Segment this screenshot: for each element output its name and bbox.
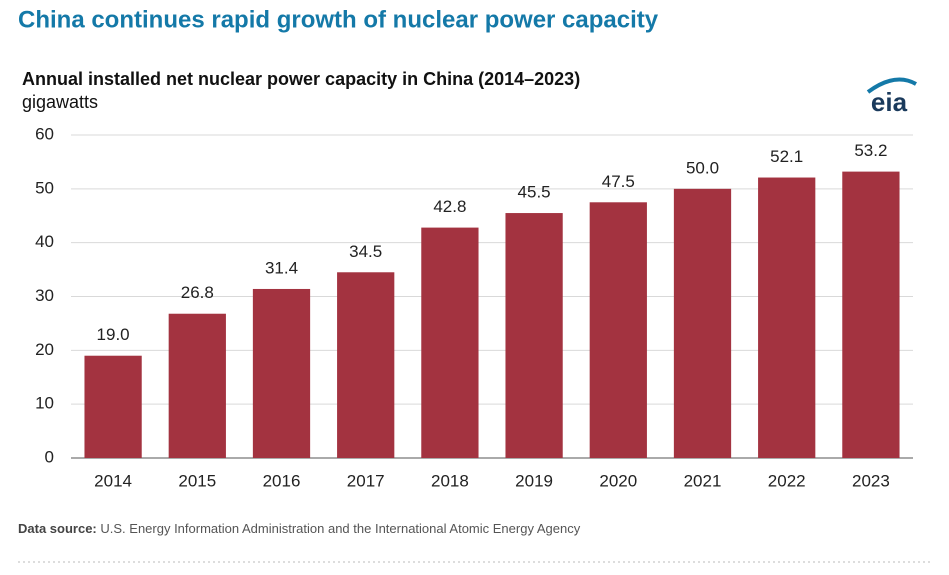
- y-tick-label: 40: [35, 232, 54, 251]
- y-tick-label: 50: [35, 178, 54, 197]
- bar: [252, 288, 311, 458]
- logo: eia: [871, 87, 908, 117]
- bar: [673, 188, 732, 459]
- x-tick-label: 2022: [768, 471, 806, 490]
- value-label: 47.5: [602, 172, 635, 191]
- y-tick-label: 10: [35, 394, 54, 413]
- x-tick-label: 2016: [263, 471, 301, 490]
- value-label: 42.8: [433, 197, 466, 216]
- bar: [758, 177, 816, 459]
- value-label: 31.4: [265, 258, 298, 277]
- x-tick-label: 2014: [94, 471, 132, 490]
- bar: [337, 272, 395, 458]
- bar: [842, 171, 900, 458]
- value-label: 50.0: [686, 158, 719, 177]
- bar: [168, 313, 226, 458]
- value-label: 45.5: [518, 183, 551, 202]
- x-tick-label: 2015: [178, 471, 216, 490]
- source-text: U.S. Energy Information Administration a…: [100, 521, 580, 536]
- x-tick-label: 2021: [684, 471, 722, 490]
- y-axis-label: gigawatts: [22, 92, 98, 112]
- value-label: 52.1: [770, 147, 803, 166]
- x-tick-label: 2020: [599, 471, 637, 490]
- source: Data source: U.S. Energy Information Adm…: [18, 521, 581, 536]
- value-label: 19.0: [97, 325, 130, 344]
- bar: [505, 213, 563, 458]
- value-label: 53.2: [854, 141, 887, 160]
- bar: [589, 202, 647, 458]
- x-tick-label: 2018: [431, 471, 469, 490]
- y-tick-label: 20: [35, 340, 54, 359]
- x-tick-label: 2019: [515, 471, 553, 490]
- logo-swoosh: [866, 77, 917, 94]
- chart-title: Annual installed net nuclear power capac…: [22, 69, 580, 89]
- x-tick-label: 2023: [852, 471, 890, 490]
- x-tick-label: 2017: [347, 471, 385, 490]
- value-label: 34.5: [349, 242, 382, 261]
- y-tick-label: 0: [45, 447, 54, 466]
- bar: [421, 227, 479, 458]
- headline: China continues rapid growth of nuclear …: [18, 6, 659, 33]
- bar: [84, 355, 142, 458]
- y-tick-label: 60: [35, 124, 54, 143]
- value-label: 26.8: [181, 283, 214, 302]
- source-label: Data source:: [18, 521, 97, 536]
- y-tick-label: 30: [35, 286, 54, 305]
